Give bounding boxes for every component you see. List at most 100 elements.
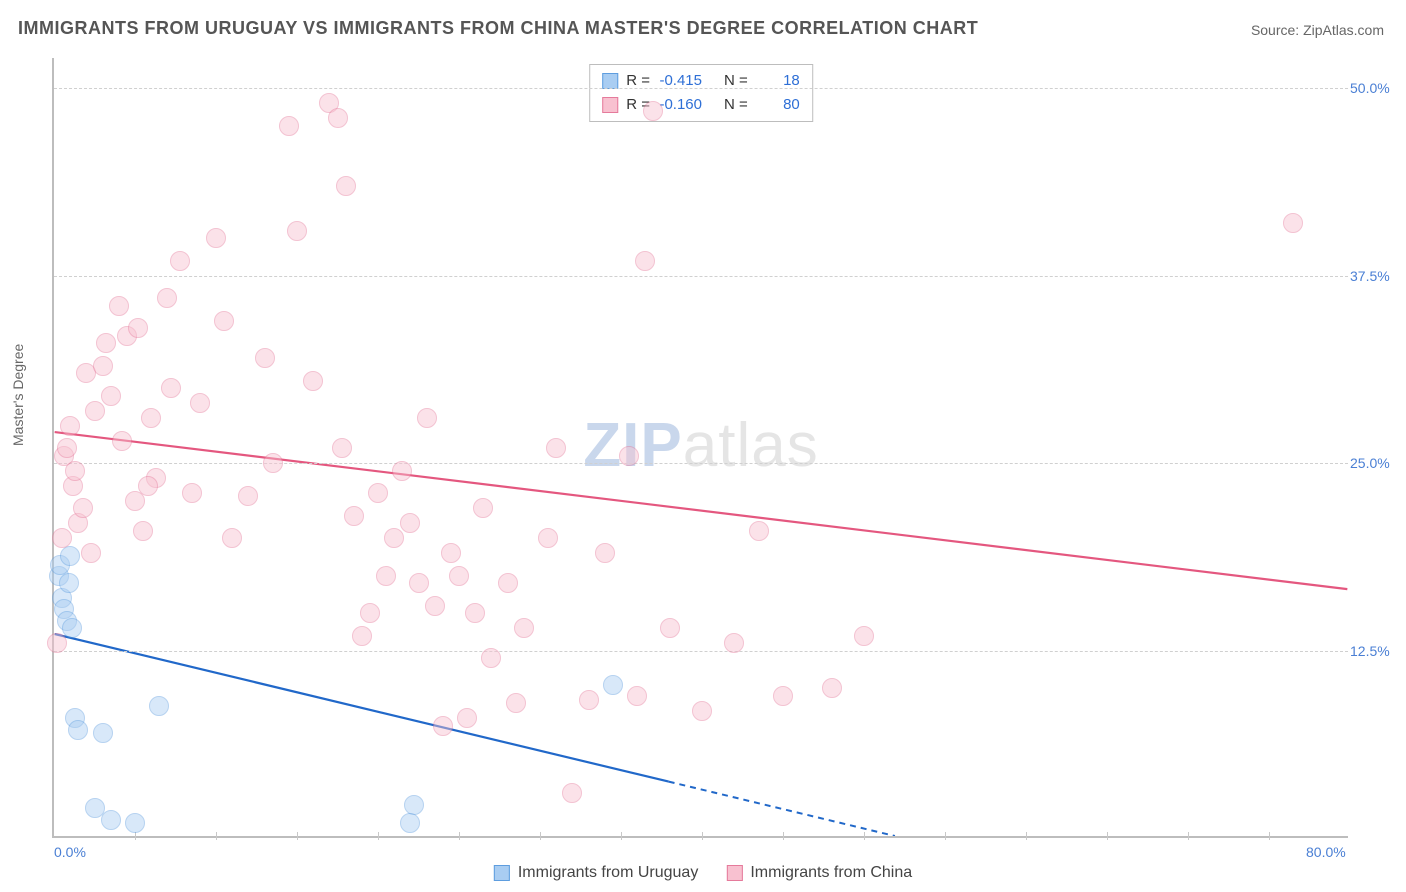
watermark-atlas: atlas [683, 411, 819, 480]
legend-item-china: Immigrants from China [726, 864, 912, 882]
x-minor-tick [702, 832, 703, 840]
chart-title: IMMIGRANTS FROM URUGUAY VS IMMIGRANTS FR… [18, 18, 978, 39]
data-point [73, 498, 93, 518]
data-point [514, 618, 534, 638]
source-label: Source: ZipAtlas.com [1251, 22, 1384, 38]
swatch-china [726, 865, 742, 881]
data-point [595, 543, 615, 563]
data-point [157, 288, 177, 308]
data-point [562, 783, 582, 803]
data-point [328, 108, 348, 128]
data-point [465, 603, 485, 623]
data-point [125, 813, 145, 833]
data-point [854, 626, 874, 646]
data-point [449, 566, 469, 586]
data-point [692, 701, 712, 721]
data-point [376, 566, 396, 586]
legend-item-uruguay: Immigrants from Uruguay [494, 864, 699, 882]
data-point [619, 446, 639, 466]
x-minor-tick [135, 832, 136, 840]
y-tick-label: 25.0% [1350, 455, 1400, 471]
data-point [724, 633, 744, 653]
n-value-china: 80 [756, 93, 800, 117]
data-point [546, 438, 566, 458]
swatch-uruguay [602, 73, 618, 89]
data-point [128, 318, 148, 338]
data-point [344, 506, 364, 526]
data-point [60, 416, 80, 436]
data-point [190, 393, 210, 413]
data-point [368, 483, 388, 503]
stats-row-uruguay: R = -0.415 N = 18 [602, 69, 800, 93]
data-point [400, 813, 420, 833]
y-axis-label: Master's Degree [10, 344, 26, 446]
grid-line-h [54, 88, 1348, 89]
data-point [409, 573, 429, 593]
data-point [214, 311, 234, 331]
data-point [303, 371, 323, 391]
data-point [457, 708, 477, 728]
swatch-china [602, 97, 618, 113]
correlation-chart: IMMIGRANTS FROM URUGUAY VS IMMIGRANTS FR… [0, 0, 1406, 892]
data-point [81, 543, 101, 563]
x-minor-tick [459, 832, 460, 840]
data-point [352, 626, 372, 646]
data-point [263, 453, 283, 473]
data-point [498, 573, 518, 593]
stats-legend: R = -0.415 N = 18 R = -0.160 N = 80 [589, 64, 813, 122]
data-point [643, 101, 663, 121]
data-point [749, 521, 769, 541]
data-point [47, 633, 67, 653]
x-minor-tick [1269, 832, 1270, 840]
data-point [65, 461, 85, 481]
data-point [60, 546, 80, 566]
data-point [206, 228, 226, 248]
x-minor-tick [297, 832, 298, 840]
data-point [417, 408, 437, 428]
data-point [1283, 213, 1303, 233]
data-point [93, 723, 113, 743]
data-point [182, 483, 202, 503]
data-point [141, 408, 161, 428]
x-minor-tick [945, 832, 946, 840]
data-point [603, 675, 623, 695]
grid-line-h [54, 276, 1348, 277]
data-point [404, 795, 424, 815]
data-point [112, 431, 132, 451]
data-point [101, 810, 121, 830]
plot-area: ZIPatlas R = -0.415 N = 18 R = -0.160 N … [52, 58, 1348, 838]
x-minor-tick [783, 832, 784, 840]
data-point [101, 386, 121, 406]
data-point [170, 251, 190, 271]
data-point [773, 686, 793, 706]
data-point [336, 176, 356, 196]
r-label: R = [626, 69, 650, 93]
data-point [579, 690, 599, 710]
x-tick-label: 0.0% [54, 844, 86, 860]
data-point [161, 378, 181, 398]
x-minor-tick [540, 832, 541, 840]
data-point [287, 221, 307, 241]
data-point [822, 678, 842, 698]
legend-label-china: Immigrants from China [750, 864, 912, 882]
data-point [138, 476, 158, 496]
n-value-uruguay: 18 [756, 69, 800, 93]
legend-label-uruguay: Immigrants from Uruguay [518, 864, 699, 882]
data-point [279, 116, 299, 136]
y-tick-label: 12.5% [1350, 643, 1400, 659]
data-point [255, 348, 275, 368]
data-point [85, 401, 105, 421]
data-point [433, 716, 453, 736]
x-minor-tick [378, 832, 379, 840]
y-tick-label: 37.5% [1350, 268, 1400, 284]
data-point [506, 693, 526, 713]
x-minor-tick [621, 832, 622, 840]
x-minor-tick [216, 832, 217, 840]
data-point [473, 498, 493, 518]
y-tick-label: 50.0% [1350, 80, 1400, 96]
data-point [332, 438, 352, 458]
data-point [68, 720, 88, 740]
data-point [360, 603, 380, 623]
data-point [392, 461, 412, 481]
data-point [52, 528, 72, 548]
